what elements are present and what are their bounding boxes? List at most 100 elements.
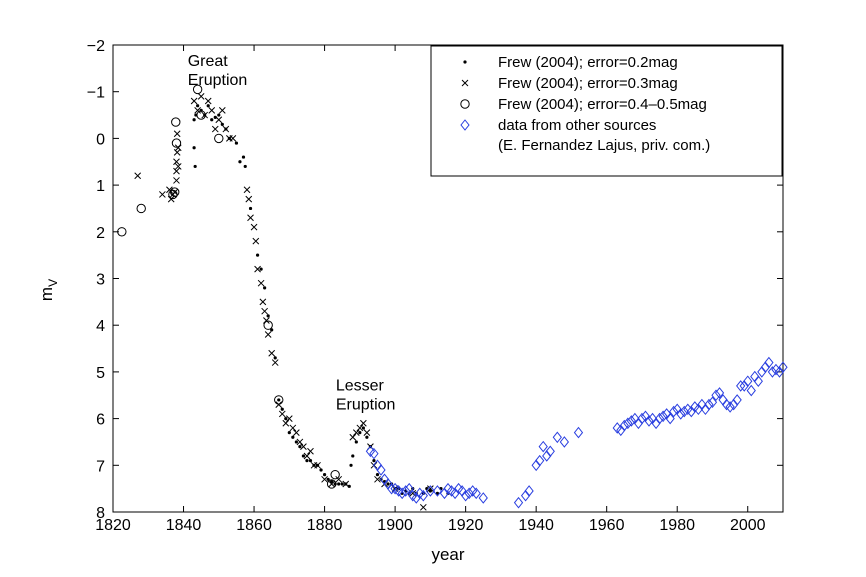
annotations: Great Eruption Lesser Eruption xyxy=(188,53,396,414)
y-tick-label: 0 xyxy=(96,131,105,148)
data-point xyxy=(171,117,181,127)
axis-tick-labels: 1820 1840 1860 1880 1900 1920 1940 1960 1980 2000… xyxy=(87,38,766,534)
data-point xyxy=(174,163,182,170)
data-point xyxy=(711,389,721,402)
data-point xyxy=(552,431,562,444)
data-point xyxy=(278,410,286,418)
data-point xyxy=(192,84,203,95)
y-axis-label-subscript: V xyxy=(46,279,60,287)
data-point xyxy=(535,454,545,467)
data-point xyxy=(513,496,524,509)
data-point xyxy=(432,485,443,497)
data-point xyxy=(274,395,284,405)
data-point xyxy=(651,417,661,430)
data-point xyxy=(404,482,414,495)
data-point xyxy=(676,408,686,420)
data-point xyxy=(117,227,127,237)
data-point xyxy=(319,468,323,472)
data-point xyxy=(214,133,224,144)
data-point xyxy=(192,118,196,122)
x-tick-label: 1920 xyxy=(448,517,484,534)
y-tick-label: 1 xyxy=(96,178,105,195)
data-point xyxy=(243,164,247,169)
y-tick-label: 3 xyxy=(96,272,105,289)
legend-label: data from other sources xyxy=(498,117,656,134)
data-point xyxy=(247,214,254,222)
data-point xyxy=(774,366,785,378)
data-point xyxy=(342,480,350,488)
data-point xyxy=(220,122,224,126)
series-circle xyxy=(117,84,340,489)
data-point xyxy=(538,440,548,453)
data-point xyxy=(658,410,668,423)
data-point xyxy=(352,429,360,436)
data-point xyxy=(273,356,277,360)
legend-box xyxy=(430,45,783,177)
data-point xyxy=(264,331,272,338)
data-point xyxy=(194,107,201,114)
legend: Frew (2004); error=0.2mag Frew (2004); er… xyxy=(430,45,783,177)
data-point xyxy=(743,375,753,388)
data-point xyxy=(386,482,390,486)
x-tick-label: 2000 xyxy=(730,517,766,534)
data-point xyxy=(439,487,450,500)
data-point xyxy=(282,419,290,427)
y-tick-label: 2 xyxy=(96,225,105,242)
data-point xyxy=(418,489,428,502)
data-point xyxy=(386,482,397,495)
x-tick-label: 1840 xyxy=(166,517,202,534)
x-tick-label: 1940 xyxy=(518,517,554,534)
axis-ticks xyxy=(112,44,783,513)
y-tick-label: 8 xyxy=(96,505,105,522)
data-point xyxy=(243,186,251,194)
data-point xyxy=(616,424,626,437)
data-point xyxy=(255,253,260,257)
data-point xyxy=(372,459,376,463)
data-point xyxy=(464,487,474,500)
data-point xyxy=(168,189,178,200)
data-point xyxy=(669,405,679,418)
data-point xyxy=(218,107,226,114)
data-point xyxy=(428,489,432,493)
data-point xyxy=(289,424,297,432)
data-point xyxy=(330,469,340,480)
data-point xyxy=(358,431,362,435)
data-point xyxy=(314,461,321,469)
data-point xyxy=(478,492,488,504)
data-point xyxy=(619,419,629,432)
data-point xyxy=(250,223,258,231)
data-point xyxy=(531,459,541,472)
legend-marker xyxy=(461,79,469,87)
data-point xyxy=(559,436,570,448)
data-point xyxy=(300,443,307,450)
data-point xyxy=(340,482,344,486)
y-tick-label: 7 xyxy=(96,458,105,475)
data-point xyxy=(136,203,146,214)
data-point xyxy=(732,394,742,406)
data-point xyxy=(171,138,182,148)
data-point xyxy=(637,412,647,425)
data-point xyxy=(460,489,471,502)
data-point xyxy=(376,464,386,476)
data-point xyxy=(222,125,230,133)
data-point xyxy=(654,412,665,425)
data-point xyxy=(252,237,260,245)
data-point xyxy=(686,405,696,418)
data-point xyxy=(520,489,531,502)
data-point xyxy=(270,328,274,332)
data-point xyxy=(294,440,298,444)
data-point xyxy=(679,405,689,418)
data-point xyxy=(471,487,481,500)
data-point xyxy=(277,398,281,402)
data-point xyxy=(173,167,180,175)
data-point xyxy=(356,424,364,432)
data-point xyxy=(285,415,293,422)
data-point xyxy=(190,97,198,105)
data-point xyxy=(626,415,637,427)
legend-label: Frew (2004); error=0.3mag xyxy=(498,75,678,92)
data-marks xyxy=(117,84,788,511)
annotation-text: Eruption xyxy=(188,72,248,89)
data-point xyxy=(542,450,552,462)
data-point xyxy=(208,107,216,114)
data-point xyxy=(757,366,767,378)
